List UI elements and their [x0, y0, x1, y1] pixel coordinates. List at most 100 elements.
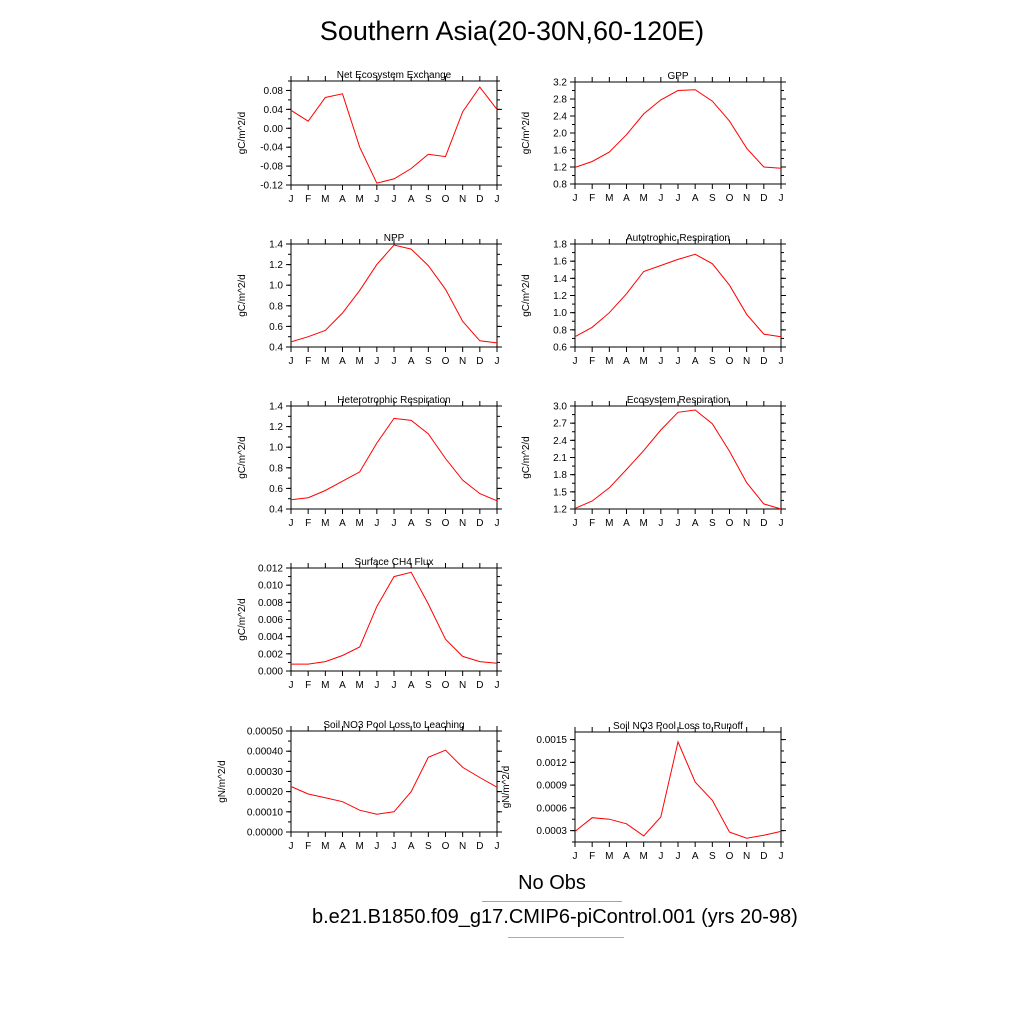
- series-line: [290, 417, 498, 502]
- data-point: [479, 86, 481, 88]
- data-point: [677, 258, 679, 260]
- data-point: [625, 468, 627, 470]
- series-line: [290, 86, 498, 184]
- data-point: [677, 741, 679, 743]
- data-point: [393, 417, 395, 419]
- data-point: [307, 793, 309, 795]
- panel-title: Soil NO3 Pool Loss to Runoff: [613, 721, 743, 732]
- data-point: [341, 312, 343, 314]
- series-line: [574, 89, 782, 169]
- y-axis-label: gC/m^2/d: [237, 436, 248, 479]
- data-point: [728, 831, 730, 833]
- data-point: [780, 830, 782, 832]
- x-tick-label: M: [355, 518, 363, 529]
- x-tick-label: N: [743, 193, 750, 204]
- x-tick-label: J: [289, 518, 294, 529]
- x-tick-label: J: [392, 841, 397, 852]
- data-point: [496, 342, 498, 344]
- x-tick-label: A: [408, 680, 415, 691]
- chart-panel: Ecosystem Respiration gC/m^2/d 3.0 2.7 2.4 2.…: [521, 395, 786, 529]
- plot-frame: [574, 81, 782, 185]
- data-point: [393, 244, 395, 246]
- y-tick-label: 0.6: [553, 343, 567, 354]
- x-tick-label: M: [605, 851, 613, 862]
- data-point: [410, 419, 412, 421]
- x-tick-label: S: [425, 356, 432, 367]
- data-point: [780, 508, 782, 510]
- x-tick-label: A: [623, 193, 630, 204]
- x-tick-label: D: [476, 680, 483, 691]
- y-axis-label: gC/m^2/d: [237, 112, 248, 155]
- x-tick-label: D: [760, 193, 767, 204]
- x-tick-label: J: [374, 680, 379, 691]
- data-point: [358, 809, 360, 811]
- x-tick-label: J: [495, 841, 500, 852]
- data-point: [608, 818, 610, 820]
- x-tick-label: J: [289, 841, 294, 852]
- data-point: [410, 248, 412, 250]
- data-point: [427, 153, 429, 155]
- chart-panel: Autotrophic Respiration gC/m^2/d 1.8 1.6 1.4…: [521, 233, 786, 367]
- x-tick-label: F: [589, 356, 595, 367]
- x-tick-label: J: [374, 841, 379, 852]
- x-tick-label: F: [305, 680, 311, 691]
- x-tick-label: M: [639, 518, 647, 529]
- data-point: [608, 487, 610, 489]
- legend-case-label: b.e21.B1850.f09_g17.CMIP6-piControl.001 …: [312, 906, 798, 928]
- x-tick-label: A: [692, 193, 699, 204]
- x-tick-label: O: [442, 841, 450, 852]
- data-point: [307, 120, 309, 122]
- x-tick-label: F: [305, 841, 311, 852]
- data-point: [324, 660, 326, 662]
- y-tick-label: 1.0: [553, 308, 567, 319]
- data-point: [711, 263, 713, 265]
- series-line: [574, 409, 782, 510]
- x-tick-label: N: [743, 851, 750, 862]
- x-tick-label: J: [658, 518, 663, 529]
- x-tick-label: M: [605, 518, 613, 529]
- plot-frame: [290, 405, 498, 510]
- data-point: [410, 790, 412, 792]
- y-axis-label: gC/m^2/d: [237, 598, 248, 641]
- x-tick-label: J: [779, 356, 784, 367]
- series-line: [574, 740, 782, 839]
- data-point: [461, 479, 463, 481]
- x-tick-label: O: [726, 518, 734, 529]
- x-tick-label: J: [676, 193, 681, 204]
- y-tick-label: 1.8: [553, 240, 567, 251]
- y-tick-label: 0.8: [553, 180, 567, 191]
- x-tick-label: D: [760, 356, 767, 367]
- x-tick-label: A: [339, 356, 346, 367]
- y-tick-label: 0.000: [258, 667, 283, 678]
- data-point: [341, 480, 343, 482]
- data-point: [427, 756, 429, 758]
- data-point: [324, 96, 326, 98]
- panel-title: Soil NO3 Pool Loss to Leaching: [323, 720, 464, 731]
- y-tick-label: 1.2: [269, 422, 283, 433]
- x-tick-label: N: [743, 356, 750, 367]
- x-tick-label: D: [476, 841, 483, 852]
- x-tick-label: M: [355, 841, 363, 852]
- x-tick-label: J: [374, 194, 379, 205]
- data-point: [642, 449, 644, 451]
- x-tick-label: O: [726, 193, 734, 204]
- data-point: [677, 89, 679, 91]
- data-point: [745, 481, 747, 483]
- x-tick-label: J: [289, 356, 294, 367]
- data-point: [479, 660, 481, 662]
- y-tick-label: 0.4: [269, 505, 283, 516]
- y-tick-label: 0.0012: [536, 758, 567, 769]
- y-tick-label: 0.010: [258, 581, 283, 592]
- data-point: [324, 489, 326, 491]
- x-tick-label: M: [355, 680, 363, 691]
- x-tick-label: S: [709, 356, 716, 367]
- y-tick-label: 0.4: [269, 343, 283, 354]
- data-point: [745, 313, 747, 315]
- data-point: [574, 507, 576, 509]
- x-tick-label: D: [760, 518, 767, 529]
- plot-frame: [574, 405, 782, 510]
- data-point: [694, 781, 696, 783]
- x-tick-label: M: [605, 193, 613, 204]
- x-tick-label: M: [639, 356, 647, 367]
- panel-title: Surface CH4 Flux: [355, 557, 434, 568]
